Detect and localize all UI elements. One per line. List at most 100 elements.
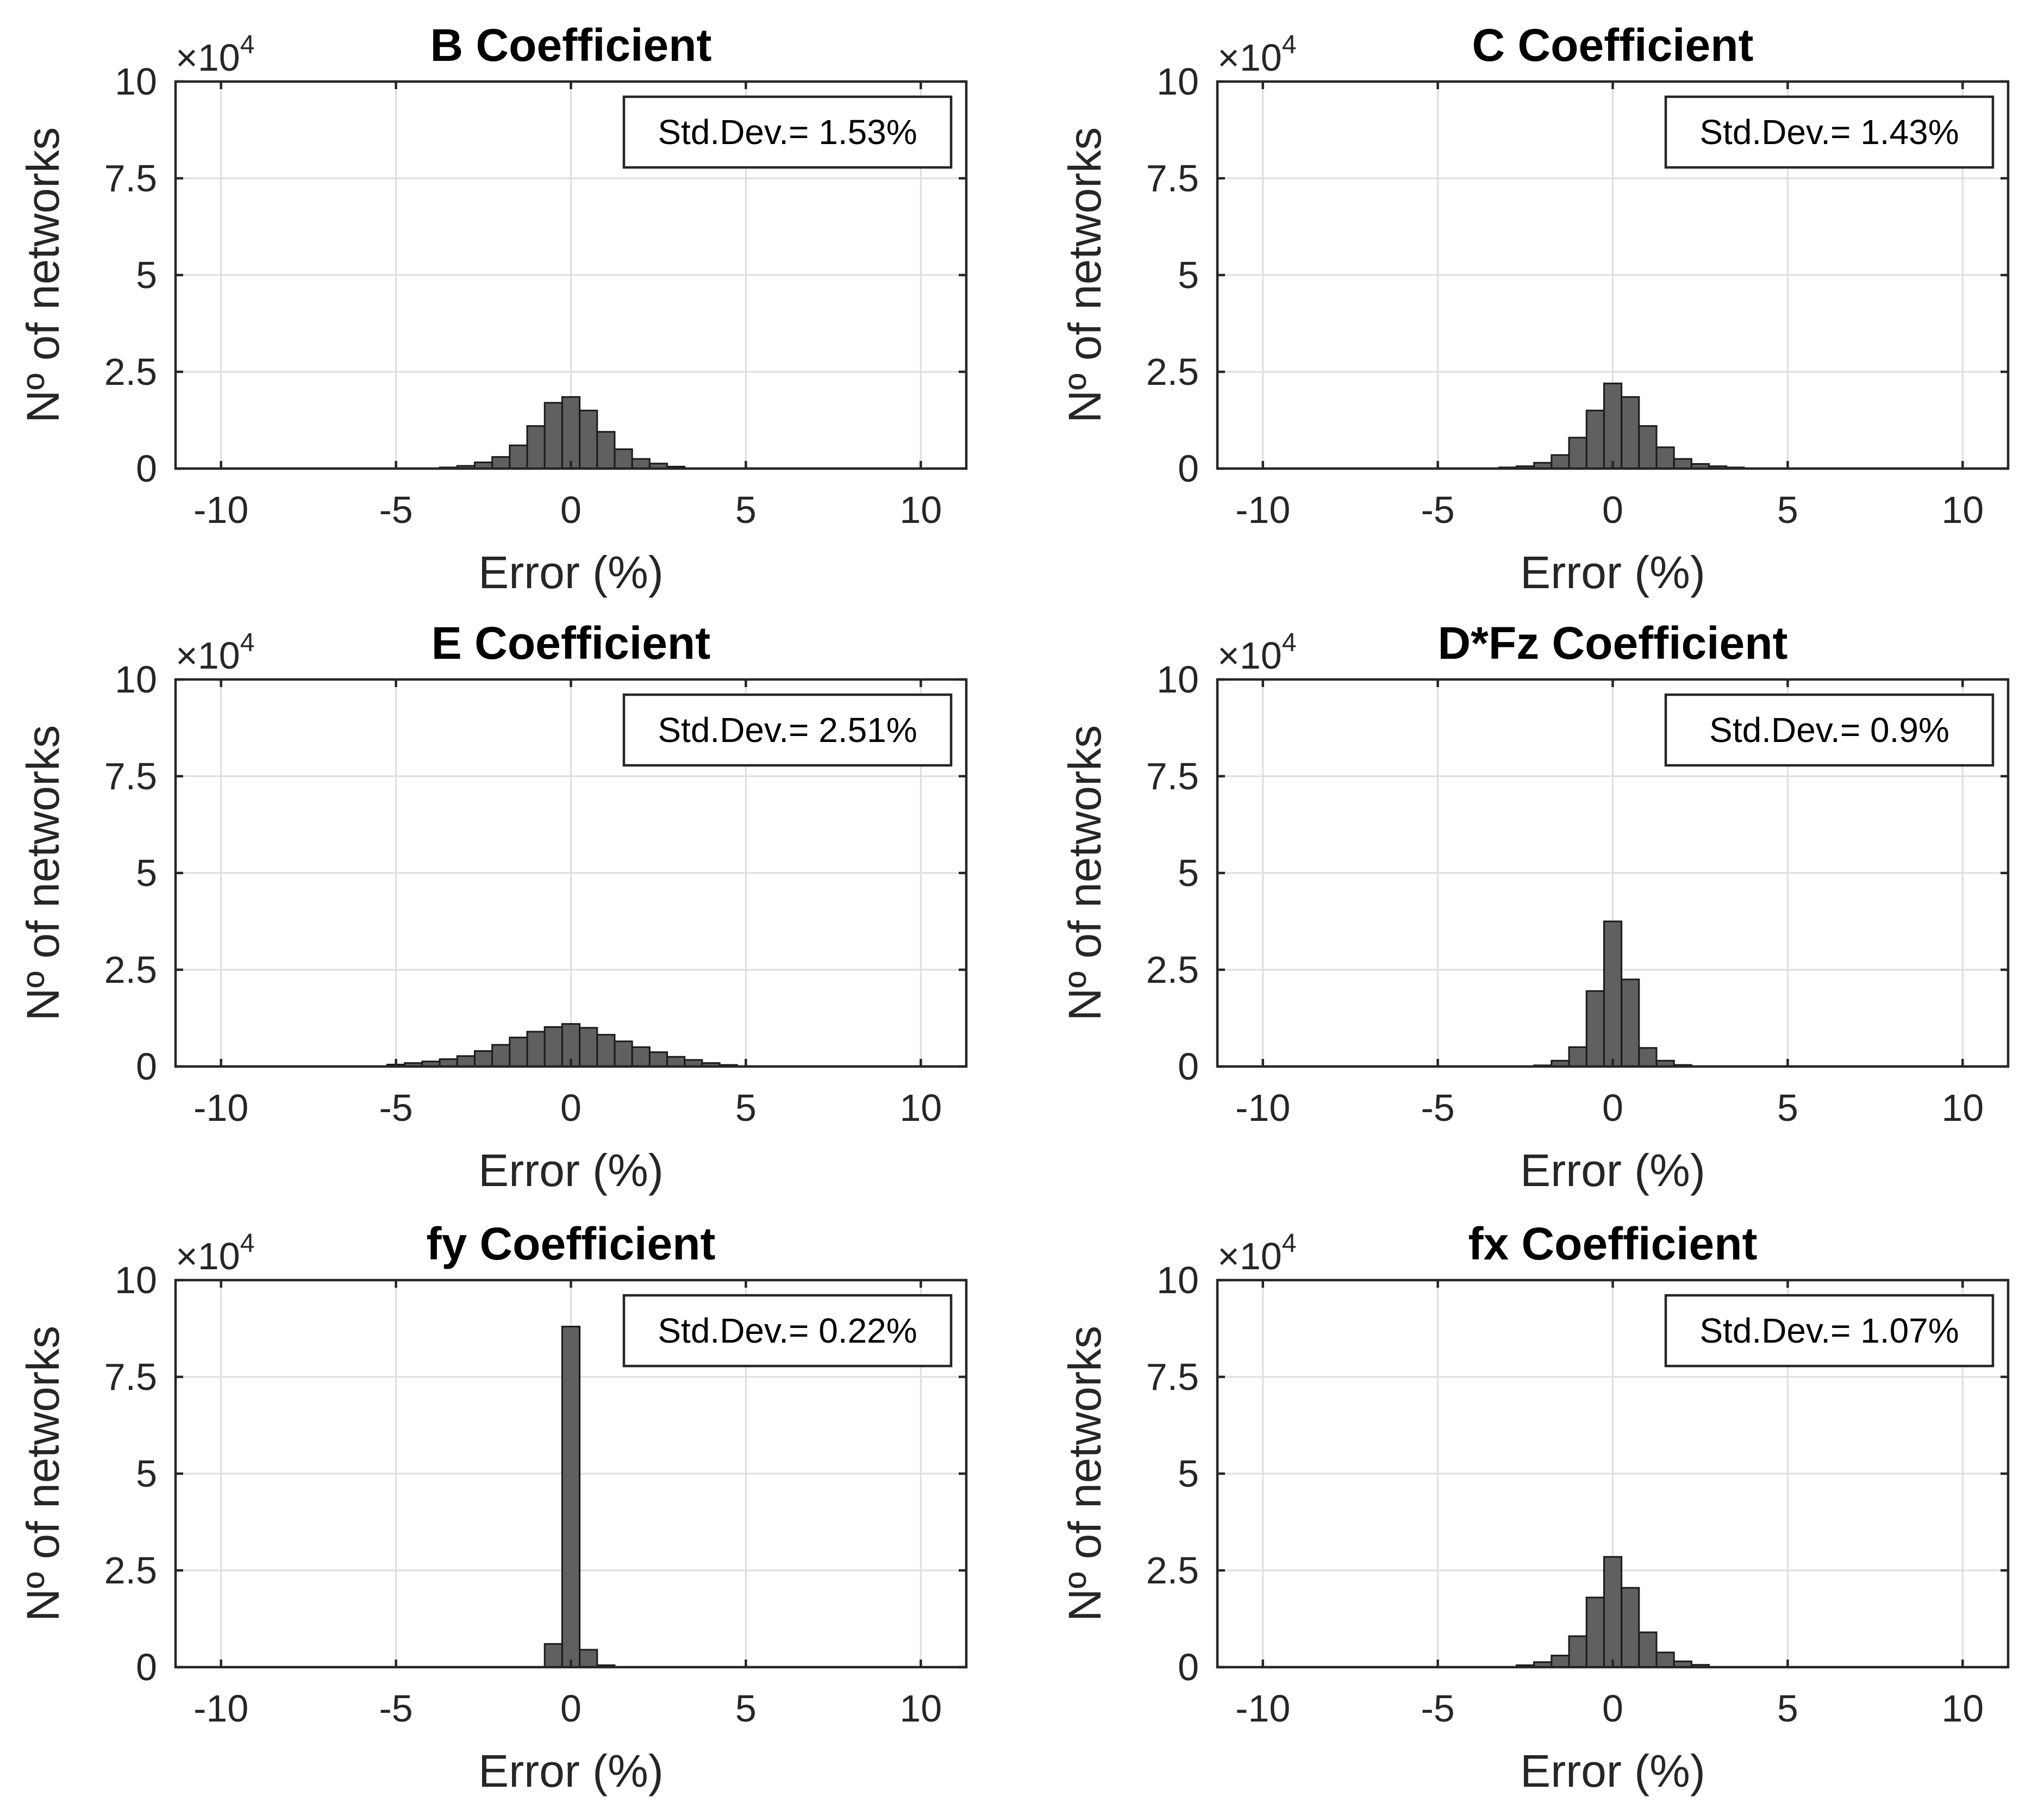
multiplier-base: ×10 [176,634,240,677]
chart-title: fx Coefficient [1468,1218,1757,1269]
y-tick-label: 0 [136,447,157,490]
y-axis-multiplier: ×104 [176,1229,254,1277]
y-tick-label: 7.5 [104,755,157,797]
histogram-bar [1603,382,1623,470]
histogram-bar [1551,454,1570,470]
multiplier-base: ×10 [1217,634,1282,677]
histogram-bar [526,1031,546,1068]
histogram-bar [1621,396,1640,470]
multiplier-base: ×10 [176,36,240,79]
x-tick-label: -5 [1421,1687,1454,1730]
y-axis-label: Nº of networks [17,725,68,1021]
histogram-bar [1585,990,1605,1068]
chart-title: D*Fz Coefficient [1437,618,1787,669]
x-tick-label: 0 [560,489,582,531]
histogram-bar [1585,409,1605,470]
y-tick-label: 10 [1157,658,1199,701]
histogram-bar [1585,1596,1605,1668]
y-axis-multiplier: ×104 [1217,30,1296,79]
x-tick-label: -10 [1235,489,1290,531]
y-axis-multiplier: ×104 [176,628,254,677]
y-axis-label: Nº of networks [17,1326,68,1621]
y-tick-label: 0 [1178,447,1199,490]
x-tick-label: -10 [193,1087,248,1129]
multiplier-base: ×10 [176,1235,240,1277]
histogram-bar [456,1055,476,1068]
x-tick-label: 10 [1941,1087,1984,1129]
chart-title: fy Coefficient [426,1218,715,1269]
x-tick-label: 5 [1777,489,1798,531]
x-tick-label: 10 [1941,489,1984,531]
y-axis-label: Nº of networks [1059,1326,1110,1621]
histogram-bar [491,1044,511,1068]
y-axis-label: Nº of networks [17,127,68,423]
histogram-bar [1568,1046,1587,1068]
x-tick-label: 10 [899,1087,942,1129]
x-tick-label: 0 [560,1087,582,1129]
y-tick-label: 7.5 [1146,157,1199,199]
histogram-bar [631,1046,651,1068]
multiplier-exponent: 4 [240,30,255,59]
histogram-bar [1655,1651,1675,1668]
histogram-bar [509,444,528,470]
histogram-bar [1621,1587,1640,1668]
histogram-bar [596,431,616,470]
y-tick-label: 5 [136,254,157,296]
histogram-bar [1551,1655,1570,1668]
x-tick-label: 0 [1602,489,1623,531]
x-tick-label: -10 [193,1687,248,1730]
y-tick-label: 7.5 [1146,1356,1199,1398]
histogram-bar [543,402,563,470]
chart-title: E Coefficient [432,618,710,669]
histogram-bar [1603,920,1623,1068]
histogram-bar [648,1051,668,1068]
y-tick-label: 2.5 [1146,351,1199,393]
y-axis-label: Nº of networks [1059,127,1110,423]
y-tick-label: 5 [1178,852,1199,894]
x-tick-label: 5 [735,1087,757,1129]
multiplier-base: ×10 [1217,1235,1282,1277]
x-tick-label: 10 [1941,1687,1984,1730]
x-axis-label: Error (%) [1520,1745,1705,1797]
histogram-bar [614,1040,633,1068]
x-tick-label: 5 [735,1687,757,1730]
legend-box [1664,693,1995,767]
histogram-panel: -10 -5 0 5 10 0 2.5 5 7.5 10 ×104 fy Coefficient Err… [17,1218,968,1797]
histogram-bar [1655,446,1675,470]
histogram-bar [473,1050,493,1068]
legend-box [1664,1294,1995,1368]
multiplier-exponent: 4 [240,628,255,657]
y-tick-label: 0 [136,1646,157,1688]
x-tick-label: 10 [899,1687,942,1730]
histogram-panel: -10 -5 0 5 10 0 2.5 5 7.5 10 ×104 fx Coefficient Err… [1059,1218,2010,1797]
y-tick-label: 10 [115,60,157,103]
x-tick-label: 0 [1602,1687,1623,1730]
histogram-bar [1568,1635,1587,1668]
histogram-panel: -10 -5 0 5 10 0 2.5 5 7.5 10 ×104 E Coefficient Erro… [17,618,968,1196]
y-axis-multiplier: ×104 [1217,1229,1296,1277]
x-tick-label: -5 [1421,1087,1454,1129]
x-tick-label: -5 [379,1087,412,1129]
y-tick-label: 10 [1157,1259,1199,1301]
x-axis-label: Error (%) [478,1745,664,1797]
legend-box [1664,95,1995,169]
y-tick-label: 2.5 [104,1549,157,1592]
legend-box [622,95,953,169]
x-tick-label: -10 [1235,1687,1290,1730]
histogram-bar [561,1325,581,1668]
y-tick-label: 0 [1178,1045,1199,1088]
chart-title: B Coefficient [430,20,711,71]
std-dev-label: Std.Dev.= 1.43% [1699,113,1959,152]
histogram-bar [543,1643,563,1668]
histogram-bar [1621,978,1640,1068]
x-tick-label: -5 [379,489,412,531]
x-tick-label: 10 [899,489,942,531]
x-tick-label: 0 [560,1687,582,1730]
histogram-bar [491,456,511,470]
y-tick-label: 2.5 [1146,1549,1199,1592]
multiplier-exponent: 4 [1282,1229,1297,1258]
y-tick-label: 2.5 [104,949,157,991]
histogram-bar [614,448,633,470]
y-tick-label: 7.5 [104,1356,157,1398]
